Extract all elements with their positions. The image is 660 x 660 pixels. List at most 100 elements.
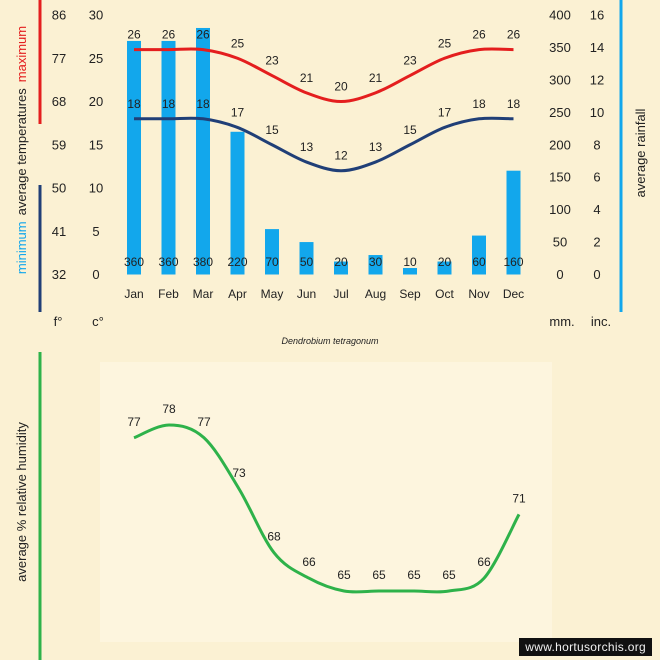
minimum-data-label: 17	[231, 105, 245, 119]
fahrenheit-tick-label: 68	[52, 94, 66, 109]
rainfall-data-label: 20	[438, 255, 452, 269]
temperature-axis-title: minimum average temperatures maximum	[14, 26, 29, 274]
site-watermark: www.hortusorchis.org	[519, 638, 652, 656]
minimum-data-label: 18	[472, 97, 486, 111]
rainfall-data-label: 20	[334, 255, 348, 269]
month-tick-label: Jul	[333, 287, 348, 301]
rainfall-bar	[196, 27, 210, 275]
celsius-tick-label: 15	[89, 137, 103, 152]
maximum-data-label: 26	[507, 28, 521, 42]
rainfall-bar	[437, 261, 452, 275]
rainfall-bars	[127, 27, 521, 275]
humidity-data-label: 66	[477, 555, 491, 569]
axis-ticks: 8677685950413230252015105040035030025020…	[52, 8, 604, 302]
minimum-data-label: 12	[334, 149, 348, 163]
minimum-data-label: 18	[162, 97, 176, 111]
celsius-tick-label: 25	[89, 51, 103, 66]
rainfall-data-label: 50	[300, 255, 314, 269]
inches-tick-label: 0	[593, 267, 600, 282]
fahrenheit-tick-label: 59	[52, 137, 66, 152]
maximum-data-label: 26	[127, 28, 141, 42]
humidity-data-label: 68	[267, 530, 281, 544]
mm-tick-label: 200	[549, 137, 571, 152]
maximum-data-label: 21	[369, 71, 383, 85]
month-tick-label: Feb	[158, 287, 179, 301]
maximum-data-label: 25	[231, 36, 245, 50]
maximum-data-label: 26	[196, 28, 210, 42]
mm-tick-label: 250	[549, 105, 571, 120]
humidity-axis-title: average % relative humidity	[14, 422, 29, 582]
inches-tick-label: 8	[593, 137, 600, 152]
month-tick-label: Aug	[365, 287, 386, 301]
minimum-data-label: 15	[265, 123, 279, 137]
data-labels: 26 26 26 25 23 21 20 21 23 25 26 26 18 18 18 17 15 13 12 13…	[124, 28, 524, 269]
humidity-data-label: 77	[127, 415, 141, 429]
rainfall-bar	[472, 235, 486, 275]
rainfall-data-label: 160	[503, 255, 523, 269]
rainfall-bar	[299, 242, 314, 275]
humidity-data-label: 77	[197, 415, 211, 429]
month-tick-label: Oct	[435, 287, 454, 301]
minimum-temperature-line	[134, 116, 514, 173]
celsius-tick-label: 5	[92, 224, 99, 239]
humidity-line	[133, 423, 521, 594]
maximum-temperature-line	[134, 47, 514, 104]
month-tick-label: Sep	[399, 287, 421, 301]
species-caption: Dendrobium tetragonum	[281, 336, 379, 346]
fahrenheit-tick-label: 77	[52, 51, 66, 66]
maximum-data-label: 25	[438, 36, 452, 50]
rainfall-data-label: 10	[403, 255, 417, 269]
humidity-data-label: 78	[162, 402, 176, 416]
mm-tick-label: 150	[549, 170, 571, 185]
inches-tick-label: 12	[590, 72, 604, 87]
celsius-tick-label: 30	[89, 8, 103, 23]
month-tick-label: Dec	[503, 287, 524, 301]
maximum-data-label: 21	[300, 71, 314, 85]
rainfall-data-label: 30	[369, 255, 383, 269]
minimum-data-label: 17	[438, 105, 452, 119]
humidity-data-label: 66	[302, 555, 316, 569]
rainfall-bar	[506, 170, 521, 275]
rainfall-data-label: 60	[472, 255, 486, 269]
month-tick-label: Mar	[193, 287, 214, 301]
celsius-tick-label: 20	[89, 94, 103, 109]
celsius-unit-label: c°	[92, 314, 104, 329]
inches-tick-label: 16	[590, 8, 604, 23]
month-tick-label: Jan	[124, 287, 143, 301]
rainfall-data-label: 360	[124, 255, 144, 269]
rainfall-bar	[334, 261, 348, 275]
mm-unit-label: mm.	[549, 314, 574, 329]
maximum-data-label: 26	[472, 28, 486, 42]
temperature-lines	[134, 47, 514, 173]
humidity-data-label: 65	[407, 568, 421, 582]
fahrenheit-tick-label: 32	[52, 267, 66, 282]
month-tick-label: Jun	[297, 287, 316, 301]
rainfall-bar	[230, 131, 245, 275]
inches-tick-label: 2	[593, 235, 600, 250]
minimum-label: minimum	[14, 221, 29, 274]
average-temperatures-label: average temperatures	[14, 88, 29, 216]
inches-tick-label: 14	[590, 40, 604, 55]
minimum-data-label: 18	[196, 97, 210, 111]
celsius-tick-label: 0	[92, 267, 99, 282]
inches-tick-label: 10	[590, 105, 604, 120]
minimum-data-label: 15	[403, 123, 417, 137]
minimum-data-label: 13	[369, 140, 383, 154]
fahrenheit-unit-label: f°	[54, 314, 63, 329]
rainfall-data-label: 220	[227, 255, 247, 269]
humidity-plot-area	[100, 362, 552, 642]
inches-tick-label: 6	[593, 170, 600, 185]
rainfall-data-label: 70	[265, 255, 279, 269]
humidity-data-label: 71	[512, 491, 526, 505]
mm-tick-label: 50	[553, 235, 567, 250]
mm-tick-label: 0	[556, 267, 563, 282]
fahrenheit-tick-label: 50	[52, 181, 66, 196]
rainfall-bar	[368, 255, 383, 275]
rainfall-bar	[403, 268, 417, 275]
fahrenheit-tick-label: 86	[52, 8, 66, 23]
inches-unit-label: inc.	[591, 314, 611, 329]
maximum-data-label: 23	[265, 54, 279, 68]
rainfall-bar	[127, 40, 141, 275]
humidity-data-label: 65	[442, 568, 456, 582]
rainfall-data-label: 360	[158, 255, 178, 269]
